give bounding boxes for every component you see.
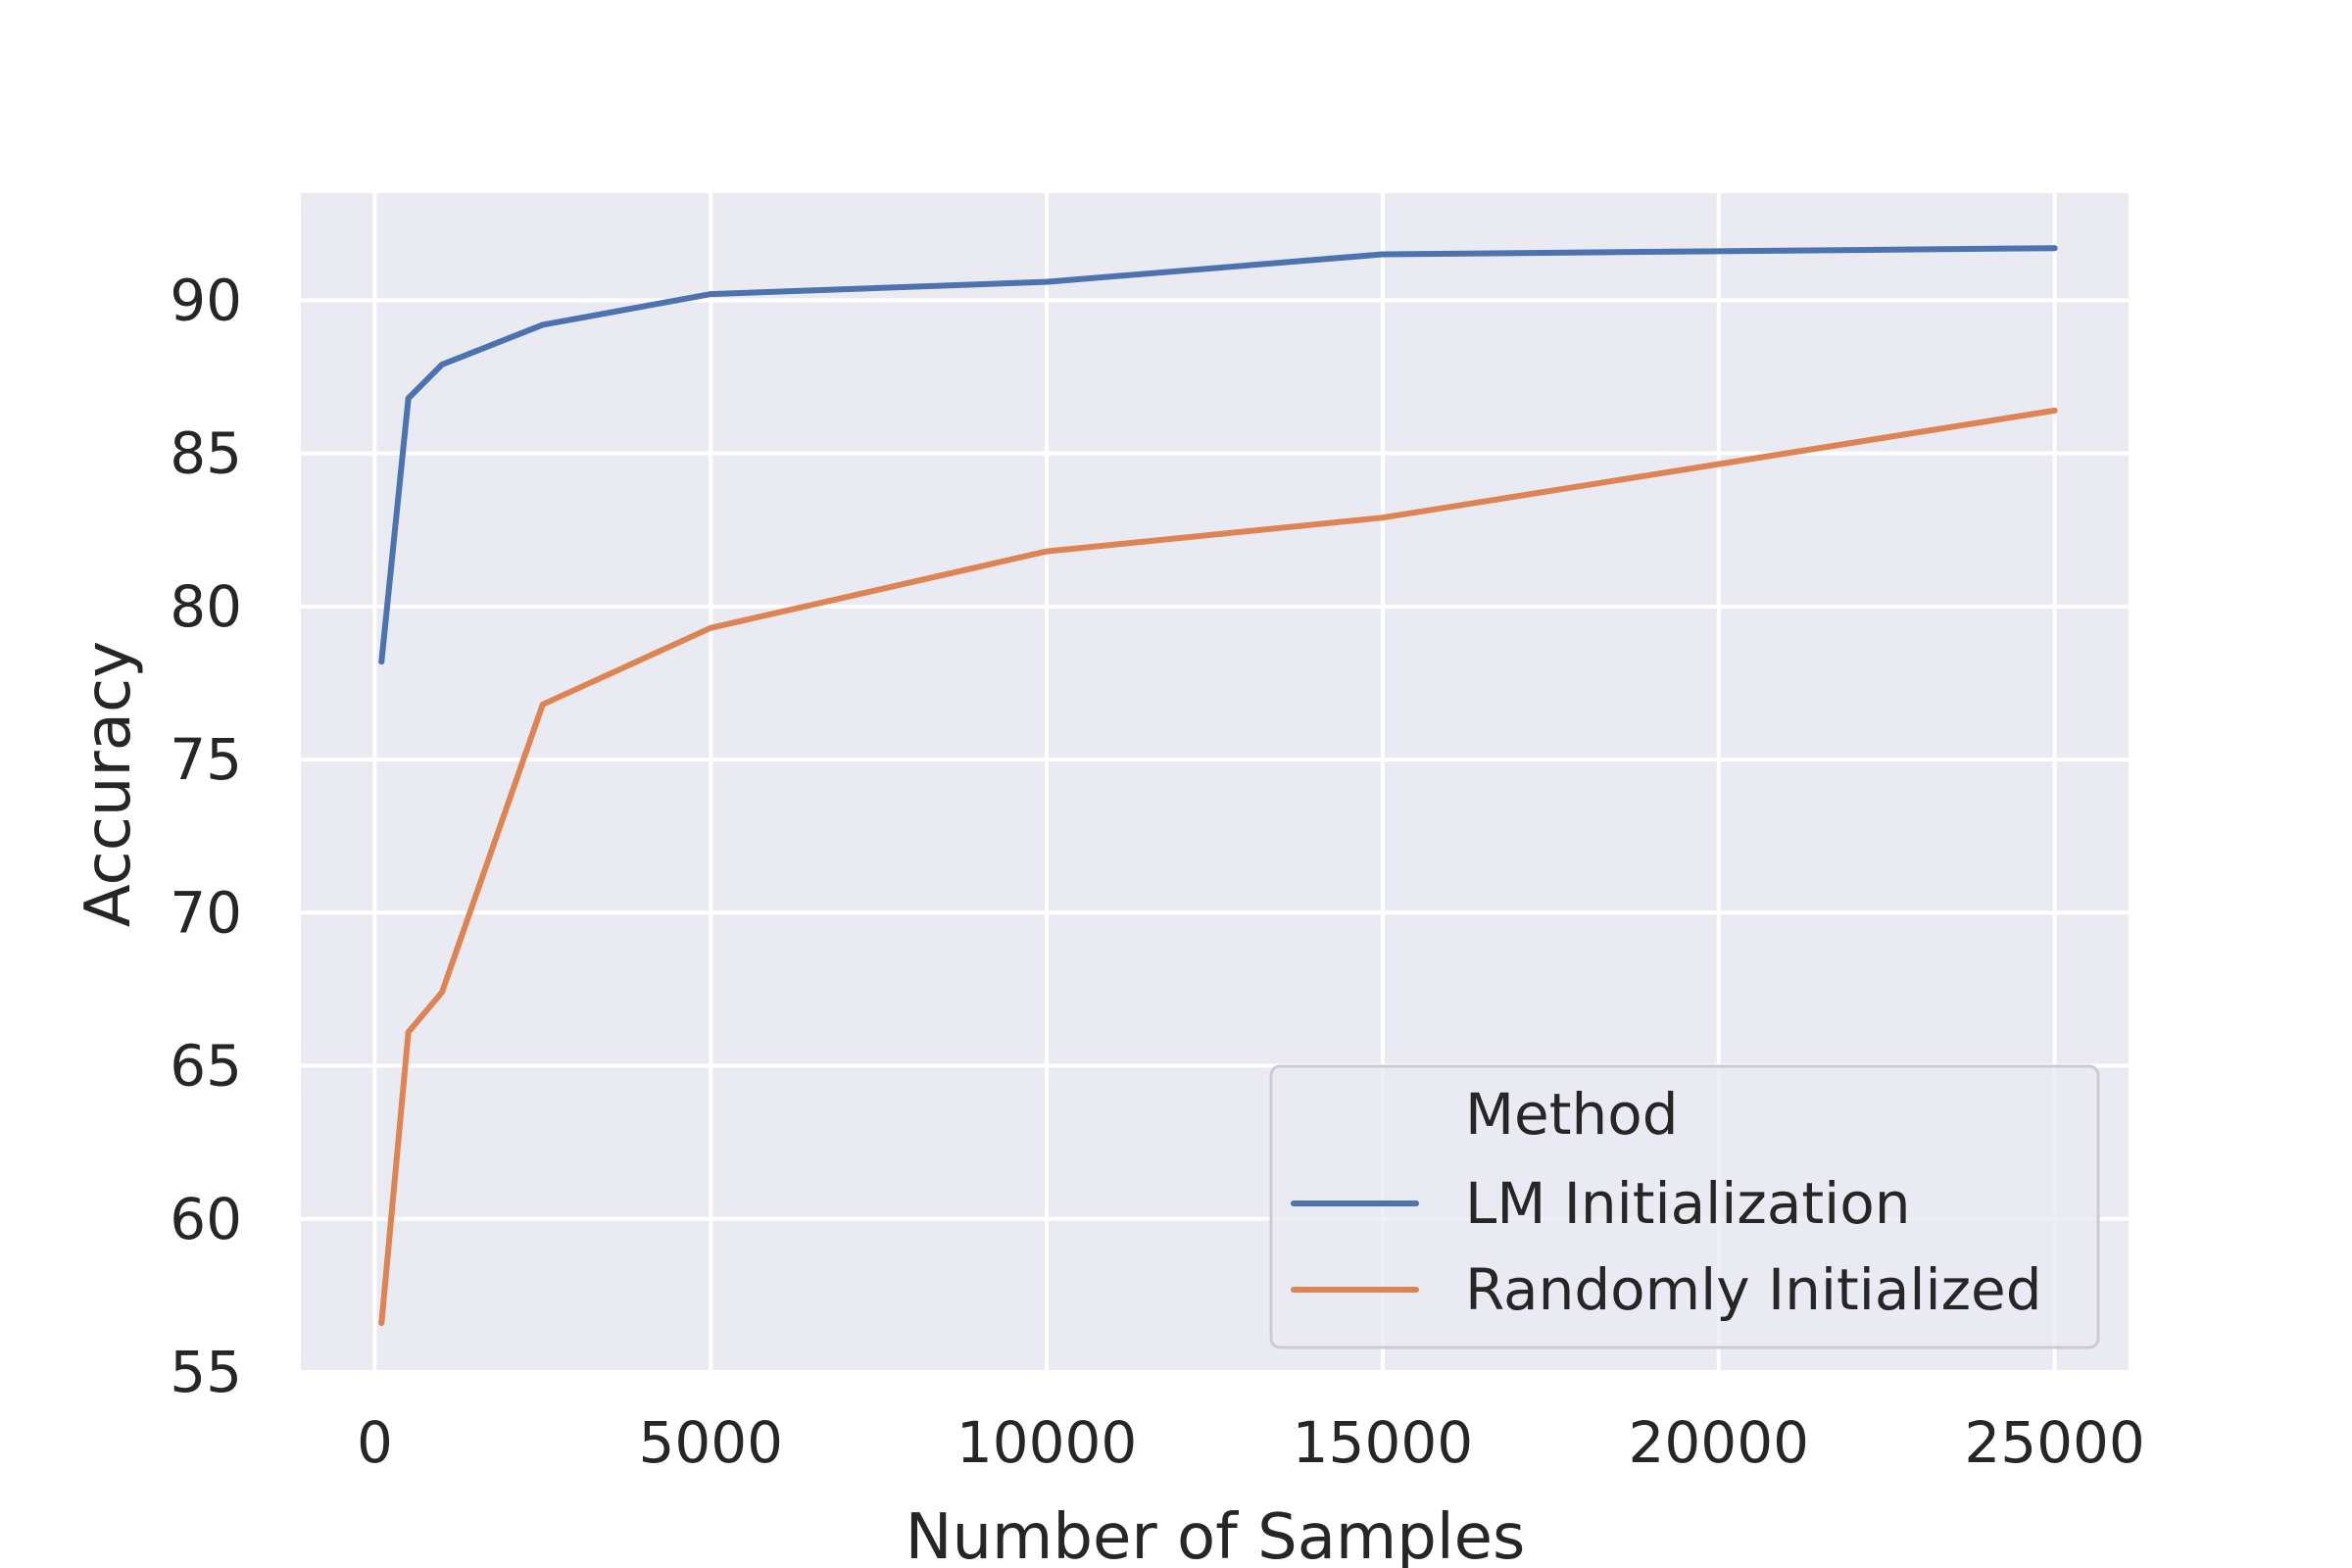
- data-point-lm-initialization: [1044, 278, 1051, 285]
- legend: Method LM Initialization Randomly Initia…: [1269, 1064, 2100, 1349]
- data-point-randomly-initialized: [1379, 514, 1386, 521]
- series-lines: [378, 245, 2058, 1327]
- data-point-randomly-initialized: [405, 1029, 412, 1036]
- legend-label-lm-initialization: LM Initialization: [1465, 1170, 1910, 1237]
- x-axis-label: Number of Samples: [906, 1501, 1526, 1568]
- y-tick-label: 60: [170, 1186, 242, 1252]
- x-tick-label: 5000: [638, 1409, 783, 1476]
- data-point-randomly-initialized: [438, 989, 445, 996]
- y-tick-label: 90: [170, 267, 242, 333]
- data-point-lm-initialization: [539, 321, 546, 328]
- data-point-randomly-initialized: [1044, 548, 1051, 555]
- x-tick-label: 15000: [1293, 1409, 1474, 1476]
- y-tick-label: 85: [170, 420, 242, 487]
- legend-label-randomly-initialized: Randomly Initialized: [1465, 1256, 2042, 1323]
- legend-title: Method: [1465, 1081, 1679, 1148]
- data-point-lm-initialization: [438, 361, 445, 368]
- x-tick-label: 10000: [956, 1409, 1138, 1476]
- legend-box: [1269, 1064, 2100, 1349]
- data-point-randomly-initialized: [539, 701, 546, 708]
- y-tick-label: 80: [170, 573, 242, 640]
- data-point-lm-initialization: [405, 395, 412, 402]
- y-axis-label: Accuracy: [73, 641, 145, 927]
- x-tick-label: 20000: [1628, 1409, 1809, 1476]
- series-line-lm-initialization: [378, 245, 2058, 665]
- data-point-lm-initialization: [378, 659, 385, 665]
- y-tick-label: 75: [170, 726, 242, 793]
- data-point-lm-initialization: [2051, 245, 2058, 252]
- data-point-randomly-initialized: [708, 624, 714, 631]
- data-point-lm-initialization: [708, 291, 714, 298]
- series-line-randomly-initialized: [378, 407, 2058, 1326]
- y-tick-labels: 55 60 65 70 75 80 85 90: [170, 267, 242, 1405]
- y-tick-label: 65: [170, 1033, 242, 1100]
- data-point-randomly-initialized: [378, 1320, 385, 1327]
- y-tick-label: 55: [170, 1339, 242, 1405]
- data-point-randomly-initialized: [2051, 407, 2058, 414]
- x-tick-label: 0: [357, 1409, 393, 1476]
- grid-lines: [301, 193, 2129, 1374]
- data-point-lm-initialization: [1379, 251, 1386, 258]
- x-tick-labels: 0 5000 10000 15000 20000 25000: [357, 1409, 2145, 1476]
- x-tick-label: 25000: [1964, 1409, 2145, 1476]
- y-tick-label: 70: [170, 879, 242, 946]
